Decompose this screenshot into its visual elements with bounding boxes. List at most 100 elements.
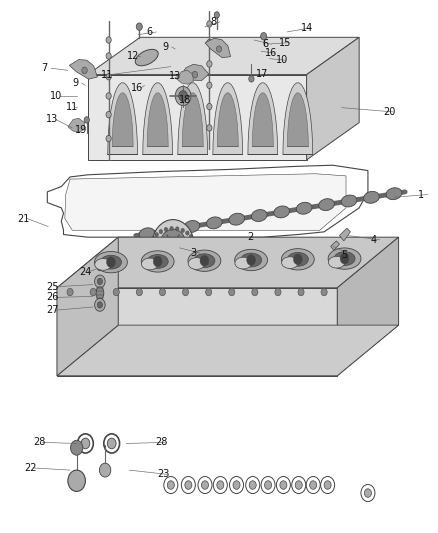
Circle shape [186, 231, 189, 235]
Circle shape [211, 219, 218, 227]
Text: 11: 11 [101, 70, 113, 79]
Polygon shape [180, 64, 209, 80]
Circle shape [107, 438, 116, 449]
Circle shape [176, 260, 179, 264]
Polygon shape [182, 93, 203, 147]
Text: 18: 18 [179, 95, 191, 105]
Polygon shape [307, 37, 359, 160]
Circle shape [160, 229, 186, 261]
Circle shape [97, 278, 102, 285]
Circle shape [229, 288, 235, 296]
Circle shape [90, 288, 96, 296]
Circle shape [233, 481, 240, 489]
Text: 6: 6 [262, 39, 268, 49]
Circle shape [155, 254, 159, 258]
Polygon shape [143, 83, 173, 155]
Polygon shape [57, 237, 399, 288]
Ellipse shape [328, 256, 345, 268]
Text: 11: 11 [66, 102, 78, 111]
Circle shape [207, 61, 212, 67]
Circle shape [252, 288, 258, 296]
Circle shape [280, 481, 287, 489]
Text: 4: 4 [370, 235, 376, 245]
Ellipse shape [139, 228, 155, 240]
Circle shape [71, 440, 83, 455]
Text: 13: 13 [169, 71, 181, 80]
Polygon shape [112, 93, 133, 147]
Text: 15: 15 [279, 38, 292, 47]
Text: 10: 10 [50, 91, 63, 101]
Ellipse shape [364, 191, 379, 203]
Circle shape [200, 255, 209, 266]
Polygon shape [147, 93, 168, 147]
Circle shape [106, 111, 111, 118]
Circle shape [68, 470, 85, 491]
Circle shape [150, 241, 154, 245]
Polygon shape [69, 60, 97, 79]
Polygon shape [217, 93, 238, 147]
Circle shape [207, 39, 212, 46]
Ellipse shape [235, 249, 268, 271]
Text: 9: 9 [162, 42, 168, 52]
Circle shape [106, 257, 115, 268]
Circle shape [164, 228, 168, 232]
Circle shape [216, 46, 222, 52]
Circle shape [324, 481, 331, 489]
Circle shape [249, 481, 256, 489]
Text: 10: 10 [276, 55, 288, 65]
Circle shape [159, 256, 162, 261]
Polygon shape [47, 165, 368, 237]
Circle shape [217, 481, 224, 489]
Polygon shape [88, 37, 359, 75]
Circle shape [185, 481, 192, 489]
Circle shape [205, 288, 212, 296]
Polygon shape [57, 288, 337, 376]
Ellipse shape [287, 253, 308, 266]
Ellipse shape [95, 252, 127, 273]
Ellipse shape [229, 213, 245, 225]
Circle shape [150, 245, 154, 249]
Polygon shape [178, 83, 208, 155]
Polygon shape [65, 174, 346, 230]
Ellipse shape [296, 203, 312, 214]
Circle shape [183, 288, 189, 296]
Circle shape [106, 74, 111, 80]
Circle shape [152, 220, 194, 271]
Ellipse shape [334, 252, 355, 265]
Text: 13: 13 [46, 115, 58, 124]
Text: 16: 16 [131, 83, 144, 93]
Ellipse shape [162, 224, 177, 236]
Circle shape [170, 227, 173, 231]
Circle shape [82, 67, 87, 74]
Circle shape [207, 103, 212, 110]
Polygon shape [283, 83, 313, 155]
Circle shape [113, 288, 119, 296]
Circle shape [81, 438, 90, 449]
Circle shape [179, 91, 187, 101]
Circle shape [95, 298, 105, 311]
Circle shape [97, 302, 102, 308]
Circle shape [300, 204, 307, 213]
Circle shape [321, 288, 327, 296]
Circle shape [247, 255, 255, 265]
Circle shape [176, 227, 179, 231]
Text: 20: 20 [384, 107, 396, 117]
Ellipse shape [281, 248, 314, 270]
Ellipse shape [386, 188, 402, 200]
Text: 12: 12 [127, 51, 139, 61]
Circle shape [188, 222, 195, 231]
Polygon shape [287, 93, 308, 147]
Text: 23: 23 [158, 470, 170, 479]
Circle shape [368, 193, 375, 201]
Ellipse shape [235, 257, 251, 269]
Polygon shape [57, 325, 399, 376]
Circle shape [207, 125, 212, 131]
Circle shape [191, 239, 195, 243]
Polygon shape [331, 241, 339, 251]
Text: 14: 14 [301, 23, 314, 33]
Circle shape [106, 135, 111, 142]
Ellipse shape [135, 50, 158, 66]
Circle shape [106, 93, 111, 99]
Polygon shape [213, 83, 243, 155]
Circle shape [175, 86, 191, 106]
